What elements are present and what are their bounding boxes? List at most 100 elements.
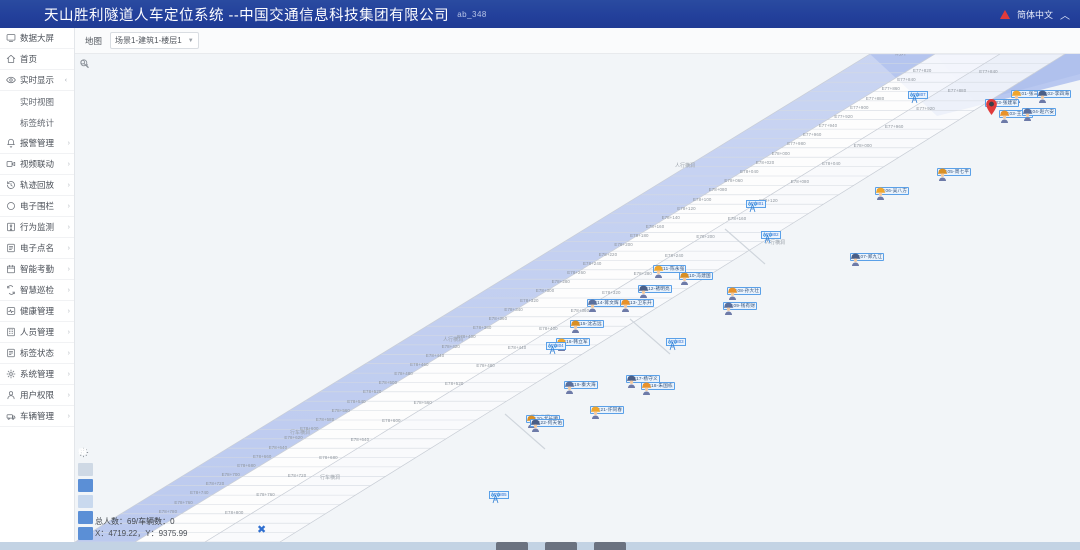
sidebar-item-16[interactable]: 系统管理 › [0, 364, 74, 385]
sidebar-item-6[interactable]: 视频联动 › [0, 154, 74, 175]
chainage-label: E78+280 [633, 271, 652, 277]
chainage-label: E78+020 [755, 159, 775, 165]
sidebar-item-1[interactable]: 首页 [0, 49, 74, 70]
person-marker[interactable]: T0112-褚明亮 [638, 285, 672, 298]
sidebar-item-0[interactable]: 数据大屏 [0, 28, 74, 49]
sidebar-item-7[interactable]: 轨迹回放 › [0, 175, 74, 196]
chainage-label: E77+840 [897, 77, 916, 83]
sidebar-item-4[interactable]: 标签统计 [0, 112, 74, 133]
chainage-label: E78+060 [724, 178, 743, 184]
chainage-label: E77+880 [947, 87, 967, 93]
chainage-label: E78+160 [727, 216, 747, 222]
person-marker[interactable]: T0102-李四海 [1037, 90, 1072, 103]
chainage-label: E78+440 [507, 344, 527, 350]
sidebar-item-15[interactable]: 标签状态 › [0, 343, 74, 364]
person-marker[interactable]: T0110-冯建国 [679, 272, 713, 285]
locate-icon[interactable] [78, 448, 93, 508]
person-marker[interactable]: T0113-卫东升 [620, 299, 654, 312]
person-marker[interactable]: T0121-许同春 [590, 406, 625, 419]
sidebar-item-label: 人员管理 [20, 327, 55, 337]
access-point-marker[interactable]: AP0803 [666, 338, 686, 351]
access-point-marker[interactable]: AP0807 [908, 91, 928, 104]
chainage-label: E78+760 [174, 499, 193, 505]
sidebar-item-12[interactable]: 智慧巡检 › [0, 280, 74, 301]
sidebar-item-14[interactable]: 人员管理 › [0, 322, 74, 343]
person-tag-label: T0104-赵六安 [1022, 108, 1057, 116]
taskbar-item [496, 542, 528, 550]
person-tag-label: T0102-李四海 [1037, 90, 1072, 98]
taskbar-item [545, 542, 577, 550]
person-tag-label: T0110-冯建国 [679, 272, 713, 280]
person-marker[interactable]: T0103-王五福 [999, 110, 1034, 123]
home-icon [5, 54, 16, 65]
alert-triangle-icon[interactable] [999, 9, 1010, 19]
sidebar-item-17[interactable]: 用户权限 › [0, 385, 74, 406]
status-coords: X：4719.22，Y：9375.99 [95, 529, 188, 538]
person-marker[interactable]: T0122-何天佑 [530, 419, 565, 432]
sidebar-item-10[interactable]: 电子点名 › [0, 238, 74, 259]
location-pin-label: T0123-张建军 [985, 99, 1020, 107]
chevron-right-icon: › [67, 412, 70, 420]
chainage-label: E78+080 [790, 179, 810, 185]
chainage-label: E78+520 [363, 389, 382, 395]
plus-icon[interactable] [78, 448, 93, 524]
person-tag-label: T0108-孙大壮 [727, 287, 762, 295]
location-pin-marker[interactable]: T0123-张建军 [985, 99, 1020, 115]
person-tag-label: T0119-秦大海 [564, 381, 598, 389]
language-label[interactable]: 简体中文 [1016, 9, 1053, 20]
sidebar[interactable]: 数据大屏 首页 实时显示 ⌄ 实时视图 标签统计 报警管理 › 视频联动 › 轨迹回放 › 电子围栏 › 行… [0, 28, 75, 550]
chainage-label: E78+720 [287, 473, 307, 479]
image-icon[interactable] [78, 448, 93, 476]
person-marker[interactable]: T0119-秦大海 [564, 381, 598, 394]
chainage-label: E78+520 [445, 381, 464, 387]
person-marker[interactable]: T0108-孙大壮 [727, 287, 762, 300]
sidebar-item-13[interactable]: 健康管理 › [0, 301, 74, 322]
chainage-label: E78+620 [284, 435, 303, 441]
person-marker[interactable]: T0111-陈永强 [653, 265, 687, 278]
person-marker[interactable]: T0106-吴八方 [875, 187, 910, 200]
chainage-label: E78+420 [441, 343, 460, 349]
access-point-marker[interactable]: AP0805 [489, 491, 509, 504]
person-marker[interactable]: T0114-蒋文辉 [587, 299, 621, 312]
chainage-label: E78+300 [535, 288, 555, 294]
sidebar-item-18[interactable]: 车辆管理 › [0, 406, 74, 427]
person-marker[interactable]: T0118-朱国栋 [641, 382, 675, 395]
chainage-label: E78+240 [583, 260, 602, 266]
minus-icon[interactable] [78, 450, 93, 540]
access-point-marker[interactable]: AP0802 [761, 231, 781, 244]
access-point-marker[interactable]: AP0804 [546, 342, 566, 355]
sidebar-item-5[interactable]: 报警管理 › [0, 133, 74, 154]
map-canvas[interactable]: E78+800 E78+800 E78+780 E78+760 E78+760 E78+7… [75, 54, 1080, 542]
chainage-label: E78+180 [630, 233, 649, 239]
car-icon [5, 411, 16, 422]
title-sub-id: ab_348 [457, 9, 487, 19]
sidebar-item-8[interactable]: 电子围栏 › [0, 196, 74, 217]
chevron-up-icon[interactable]: ︿ [1060, 10, 1070, 22]
measure-icon[interactable] [79, 59, 94, 90]
sidebar-item-2[interactable]: 实时显示 ⌄ [0, 70, 74, 91]
chainage-label: E78+600 [300, 426, 319, 432]
chevron-right-icon: › [67, 265, 70, 273]
sidebar-item-label: 实时显示 [20, 75, 55, 85]
person-marker[interactable]: T0115-沈志远 [570, 320, 604, 333]
sidebar-item-3[interactable]: 实时视图 [0, 91, 74, 112]
close-icon[interactable]: ✖ [257, 524, 267, 536]
access-point-marker[interactable]: AP0801 [746, 200, 766, 213]
sidebar-item-11[interactable]: 智能考勤 › [0, 259, 74, 280]
sidebar-item-label: 用户权限 [20, 390, 55, 400]
person-marker[interactable]: T0109-钱有财 [723, 302, 758, 315]
sidebar-item-label: 行为监测 [20, 222, 55, 232]
person-marker[interactable]: T0105-周七平 [937, 168, 972, 181]
chainage-label: E77+820 [913, 68, 932, 73]
refresh-icon[interactable] [78, 448, 93, 492]
person-tag-label: T0118-朱国栋 [641, 382, 675, 390]
map-toolbar: 地图 场景1-建筑1-楼层1 ▼ [75, 28, 1080, 54]
chevron-right-icon: › [67, 370, 70, 378]
person-tag-label: T0115-沈志远 [570, 320, 604, 328]
scene-select[interactable]: 场景1-建筑1-楼层1 ▼ [110, 32, 199, 49]
sidebar-item-9[interactable]: 行为监测 › [0, 217, 74, 238]
person-marker[interactable]: T0104-赵六安 [1022, 108, 1057, 121]
person-marker[interactable]: T0107-郑九江 [850, 253, 885, 266]
chainage-label: E77+940 [818, 123, 838, 129]
chainage-label: E78+640 [268, 444, 288, 450]
